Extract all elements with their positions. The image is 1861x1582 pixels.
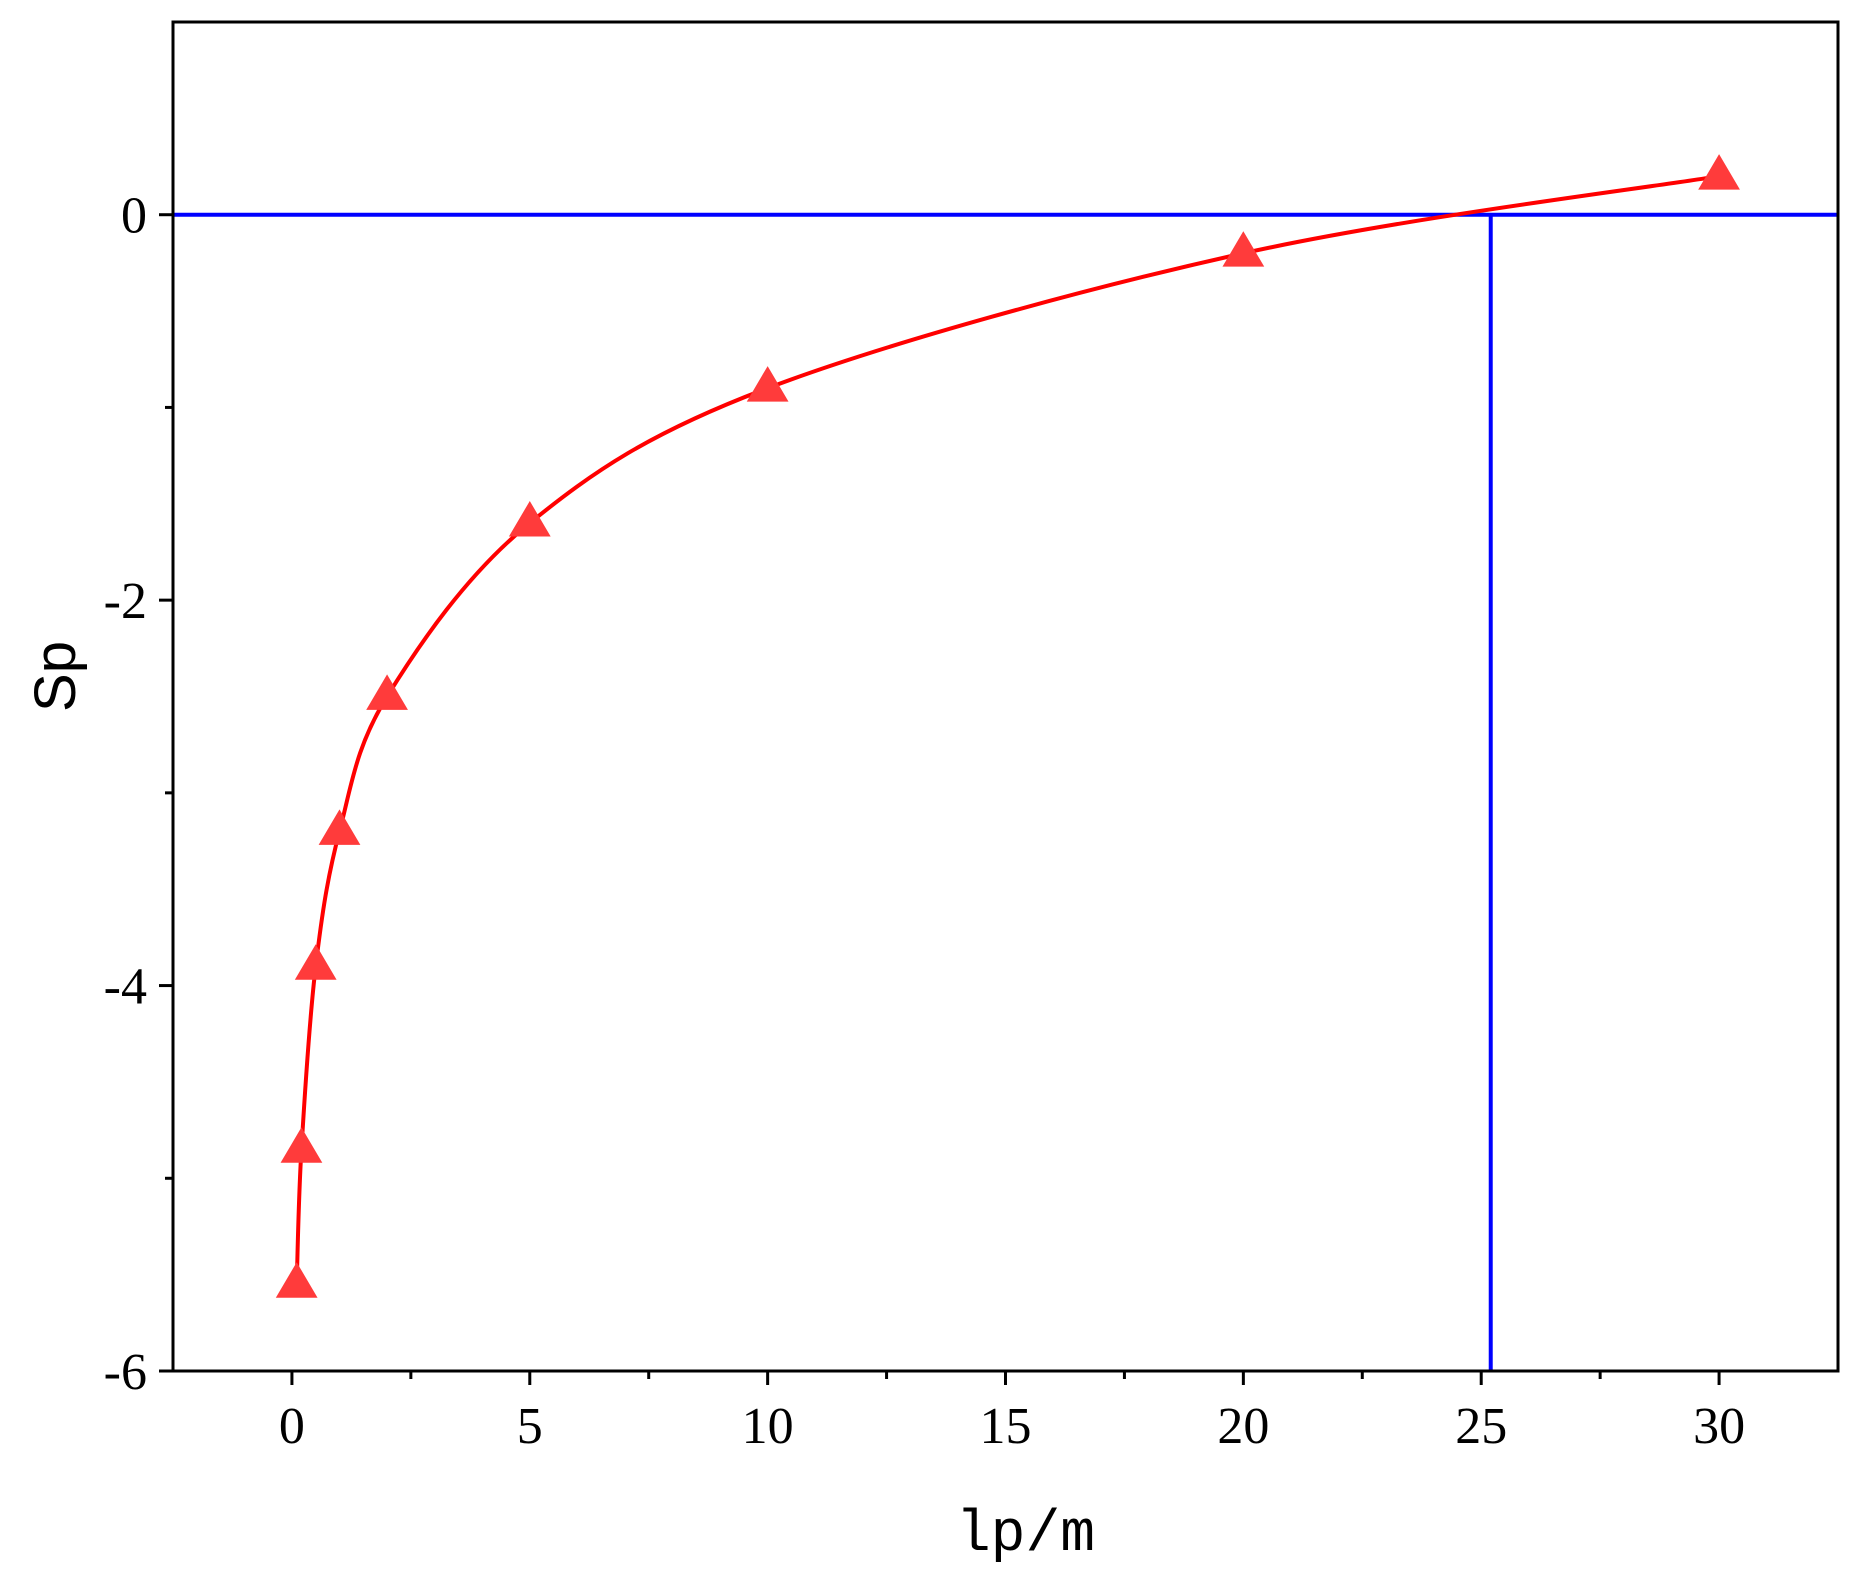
y-axis-title: Sp — [23, 641, 88, 712]
x-tick-label: 25 — [1455, 1398, 1507, 1455]
data-point — [746, 366, 789, 402]
tick-marks — [159, 213, 1721, 1385]
data-point — [1222, 231, 1265, 267]
y-tick-label: -2 — [104, 573, 147, 630]
data-point — [318, 809, 361, 845]
marker-layer — [275, 154, 1740, 1298]
data-point — [508, 500, 551, 537]
y-tick-label: -6 — [104, 1344, 147, 1401]
x-tick-label: 0 — [279, 1398, 305, 1455]
data-point — [280, 1127, 323, 1163]
x-tick-labels: 0 5 10 15 20 25 30 — [279, 1398, 1745, 1455]
y-tick-label: 0 — [121, 188, 147, 245]
x-axis-title: lp/m — [956, 1503, 1095, 1568]
x-tick-label: 5 — [517, 1398, 543, 1455]
x-tick-label: 30 — [1693, 1398, 1745, 1455]
x-tick-label: 10 — [742, 1398, 794, 1455]
data-point — [1698, 154, 1740, 190]
x-tick-label: 15 — [980, 1398, 1032, 1455]
y-tick-labels: -6 -4 -2 0 — [104, 188, 147, 1401]
data-point — [366, 674, 408, 710]
data-point — [275, 1262, 318, 1298]
x-tick-label: 20 — [1217, 1398, 1269, 1455]
reference-lines — [173, 212, 1838, 1371]
y-tick-label: -4 — [104, 959, 147, 1016]
data-point — [294, 944, 337, 980]
